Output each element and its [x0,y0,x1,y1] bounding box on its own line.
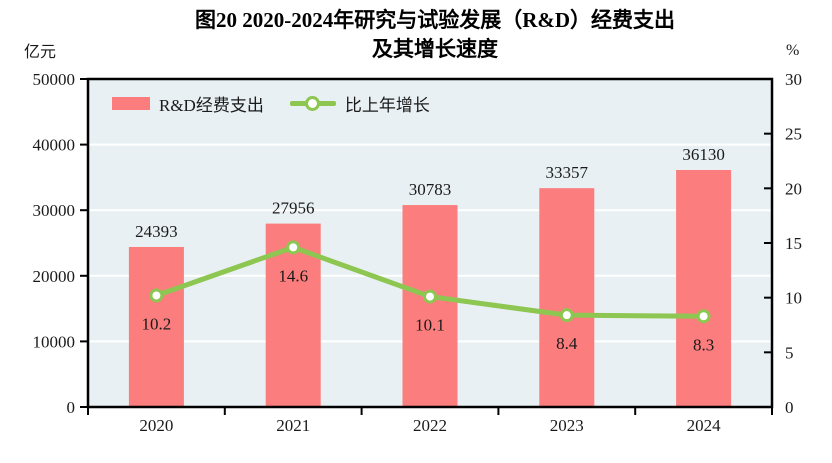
line-marker [286,240,301,255]
bar-swatch-icon [112,97,150,110]
line-marker [559,308,574,323]
x-axis-category-label: 2021 [276,416,310,435]
left-axis-tick-label: 20000 [33,267,76,286]
x-axis-category-label: 2024 [687,416,722,435]
legend-item-growth-rate: 比上年增长 [289,91,430,116]
bar-value-label: 27956 [272,199,315,218]
chart-title-line2: 及其增长速度 [372,37,498,61]
bar [402,205,458,407]
line-marker [149,288,164,303]
x-axis-category-label: 2023 [550,416,584,435]
right-axis-tick-label: 20 [785,179,802,198]
right-axis-tick-label: 0 [785,398,794,417]
left-axis-tick-label: 50000 [33,70,76,89]
growth-value-label: 8.3 [693,335,714,354]
bar-series: 24393 27956 30783 33357 36130 [128,145,732,407]
right-axis-tick-label: 10 [785,289,802,308]
bar [128,246,184,407]
right-axis-tick-label: 15 [785,234,802,253]
left-axis-tick-label: 40000 [33,136,76,155]
right-axis-unit-label: % [786,42,800,59]
x-axis-category-label: 2022 [413,416,447,435]
line-series: 10.2 14.6 10.1 8.4 8.3 [142,240,714,354]
axis-ticks [80,77,774,415]
bar [539,188,595,407]
right-axis-tick-label: 30 [785,70,802,89]
chart-title-line1: 图20 2020-2024年研究与试验发展（R&D）经费支出 [194,8,676,32]
growth-value-label: 14.6 [278,266,308,285]
left-axis-tick-label: 10000 [33,332,76,351]
bar-value-label: 24393 [135,222,178,241]
line-marker [423,289,437,304]
bar-value-label: 36130 [682,145,725,164]
growth-value-label: 8.4 [556,334,578,353]
legend-label-rd-expenditure: R&D经费支出 [159,96,264,115]
line-marker-swatch-icon [289,96,336,111]
marker-dot-icon [304,96,320,111]
right-axis-tick-label: 5 [785,343,794,362]
chart-legend: R&D经费支出 比上年增长 [112,91,430,116]
left-axis-unit-label: 亿元 [24,44,57,61]
line-marker [696,309,711,324]
axis-labels: 0 10000 20000 30000 40000 50000 0 5 10 15 20 25 30 20… [33,70,803,435]
legend-label-growth-rate: 比上年增长 [344,96,430,115]
left-axis-tick-label: 0 [67,398,76,417]
bar [676,169,732,407]
legend-item-rd-expenditure: R&D经费支出 [112,91,264,116]
right-axis-tick-label: 25 [785,125,802,144]
x-axis-category-label: 2020 [139,416,173,435]
chart-title: 图20 2020-2024年研究与试验发展（R&D）经费支出 及其增长速度 [0,6,832,64]
left-axis-tick-label: 30000 [33,201,76,220]
growth-value-label: 10.2 [142,314,172,333]
bar-value-label: 30783 [409,180,452,199]
bar-value-label: 33357 [546,163,589,182]
growth-value-label: 10.1 [415,316,445,335]
